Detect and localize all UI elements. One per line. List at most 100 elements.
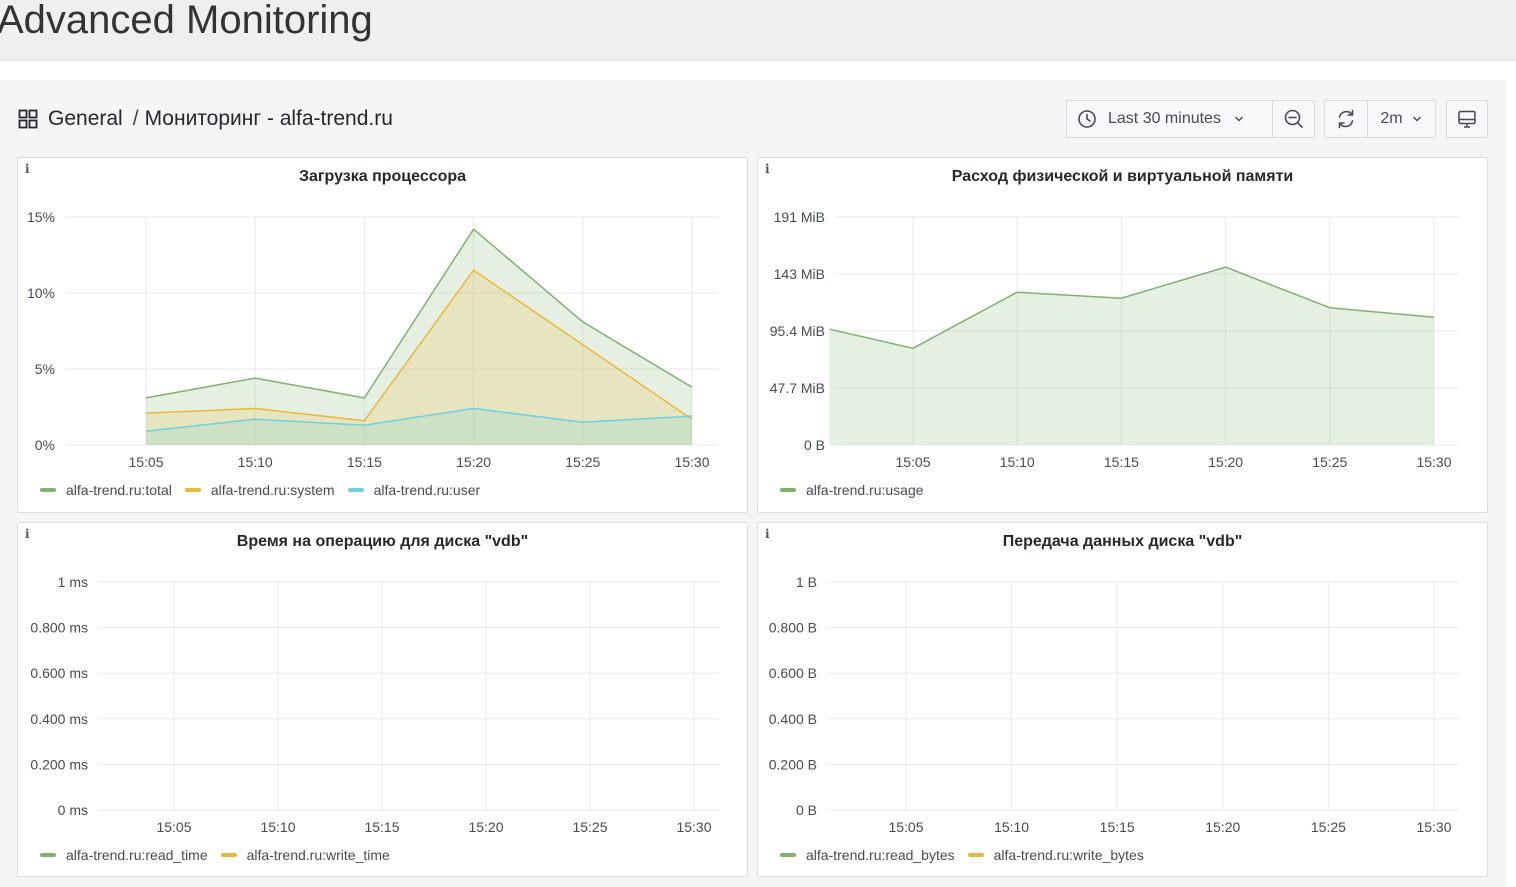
y-tick-label: 0 ms: [58, 802, 88, 818]
panel-info-icon[interactable]: i: [25, 162, 30, 176]
x-tick-label: 15:15: [347, 454, 382, 470]
chevron-down-icon: [1412, 116, 1421, 122]
x-tick-label: 15:25: [565, 454, 600, 470]
x-tick-label: 15:25: [1312, 454, 1347, 470]
y-tick-label: 1 B: [796, 574, 817, 590]
y-tick-label: 0.800 ms: [30, 620, 88, 636]
refresh-icon: [1338, 109, 1354, 129]
clock-icon: [1078, 110, 1096, 128]
y-tick-label: 15%: [27, 209, 55, 225]
legend-item[interactable]: alfa-trend.ru:usage: [780, 482, 924, 498]
legend-swatch: [220, 853, 237, 857]
zoom-out-icon: [1284, 109, 1303, 128]
refresh-interval-picker[interactable]: 2m: [1367, 100, 1436, 138]
y-tick-label: 0 B: [804, 437, 825, 453]
panel-info-icon[interactable]: i: [765, 527, 770, 541]
tv-mode-button[interactable]: [1446, 100, 1488, 138]
x-tick-label: 15:20: [1208, 454, 1243, 470]
panel-title[interactable]: Загрузка процессора: [298, 168, 467, 185]
legend-label: alfa-trend.ru:total: [66, 482, 172, 498]
chevron-down-icon: [1235, 116, 1243, 122]
legend: alfa-trend.ru:total alfa-trend.ru:system…: [40, 482, 493, 498]
series-area: [146, 270, 692, 445]
y-tick-label: 0.400 B: [769, 711, 817, 727]
y-tick-label: 0.200 ms: [30, 756, 88, 772]
page-title: Advanced Monitoring: [0, 0, 373, 42]
y-tick-label: 5%: [35, 361, 55, 377]
x-tick-label: 15:05: [156, 819, 191, 835]
legend-swatch: [347, 488, 364, 492]
x-tick-label: 15:30: [676, 819, 711, 835]
breadcrumb-separator: /: [132, 107, 139, 130]
y-tick-label: 0.800 B: [769, 620, 817, 636]
panel-info-icon[interactable]: i: [765, 162, 770, 176]
breadcrumb: General / Мониторинг - alfa-trend.ru: [18, 104, 393, 134]
breadcrumb-dashboard[interactable]: Мониторинг - alfa-trend.ru: [144, 107, 393, 130]
panel-title[interactable]: Передача данных диска "vdb": [1002, 533, 1243, 550]
x-tick-label: 15:30: [1416, 819, 1451, 835]
zoom-out-button[interactable]: [1272, 100, 1315, 138]
x-tick-label: 15:05: [895, 454, 930, 470]
panel-title[interactable]: Время на операцию для диска "vdb": [236, 533, 529, 550]
y-tick-label: 143 MiB: [774, 266, 825, 282]
x-tick-label: 15:10: [260, 819, 295, 835]
chart-cpu-load: 0% 5% 10% 15% 15:05 15:10 15:15 15:20 15:25 15:30: [27, 209, 719, 470]
legend-swatch: [780, 488, 796, 492]
dashboard-grid-icon: [18, 109, 38, 129]
x-tick-label: 15:15: [364, 819, 399, 835]
y-tick-label: 95.4 MiB: [770, 323, 825, 339]
series-area: [146, 229, 692, 445]
x-tick-label: 15:05: [128, 454, 163, 470]
legend-item[interactable]: alfa-trend.ru:write_bytes: [967, 847, 1144, 863]
x-tick-label: 15:25: [1311, 819, 1346, 835]
legend-item[interactable]: alfa-trend.ru:total: [40, 482, 172, 498]
y-tick-label: 47.7 MiB: [770, 380, 825, 396]
breadcrumb-folder[interactable]: General: [48, 107, 123, 130]
time-range-picker[interactable]: Last 30 minutes: [1066, 100, 1273, 138]
series-line: [145, 407, 693, 433]
chart-memory-usage: 0 B 47.7 MiB 95.4 MiB 143 MiB 191 MiB 15:05 15…: [770, 209, 1459, 470]
x-tick-label: 15:05: [888, 819, 923, 835]
legend-item[interactable]: alfa-trend.ru:read_time: [40, 847, 208, 863]
panel-memory-usage: i Расход физической и виртуальной памяти…: [757, 157, 1488, 513]
x-tick-label: 15:10: [1000, 454, 1035, 470]
legend-item[interactable]: alfa-trend.ru:system: [184, 482, 335, 498]
x-tick-label: 15:30: [674, 454, 709, 470]
panel-info-icon[interactable]: i: [25, 527, 30, 541]
x-tick-label: 15:20: [456, 454, 491, 470]
legend-label: alfa-trend.ru:read_time: [66, 847, 208, 863]
y-tick-label: 0.200 B: [769, 756, 817, 772]
legend: alfa-trend.ru:read_bytes alfa-trend.ru:w…: [780, 847, 1157, 863]
series-line: [829, 266, 1435, 350]
y-tick-label: 0.600 ms: [30, 665, 88, 681]
legend-item[interactable]: alfa-trend.ru:read_bytes: [780, 847, 955, 863]
x-tick-label: 15:20: [468, 819, 503, 835]
series-line: [145, 228, 693, 399]
time-range-label: Last 30 minutes: [1108, 110, 1221, 127]
legend-label: alfa-trend.ru:system: [210, 482, 335, 498]
legend-label: alfa-trend.ru:read_bytes: [806, 847, 955, 863]
legend: alfa-trend.ru:read_time alfa-trend.ru:wr…: [40, 847, 403, 863]
legend-label: alfa-trend.ru:usage: [806, 482, 924, 498]
panel-title[interactable]: Расход физической и виртуальной памяти: [951, 168, 1294, 185]
legend-item[interactable]: alfa-trend.ru:write_time: [220, 847, 390, 863]
x-tick-label: 15:25: [572, 819, 607, 835]
y-tick-label: 1 ms: [58, 574, 88, 590]
y-tick-label: 10%: [27, 285, 55, 301]
page-header: Advanced Monitoring: [0, 0, 1516, 61]
monitor-icon: [1458, 110, 1476, 128]
series-area: [146, 408, 692, 445]
legend-swatch: [184, 488, 201, 492]
legend-label: alfa-trend.ru:user: [373, 482, 481, 498]
legend-swatch: [967, 853, 984, 857]
refresh-button[interactable]: [1324, 100, 1368, 138]
x-tick-label: 15:15: [1104, 454, 1139, 470]
y-tick-label: 0.600 B: [769, 665, 817, 681]
legend-item[interactable]: alfa-trend.ru:user: [347, 482, 481, 498]
y-tick-label: 0%: [35, 437, 55, 453]
x-tick-label: 15:10: [238, 454, 273, 470]
x-tick-label: 15:20: [1205, 819, 1240, 835]
refresh-interval-label: 2m: [1380, 110, 1403, 127]
x-tick-label: 15:10: [994, 819, 1029, 835]
panel-cpu-load: i Загрузка процессора 0% 5% 10% 15% 15:05 15:…: [17, 157, 748, 513]
